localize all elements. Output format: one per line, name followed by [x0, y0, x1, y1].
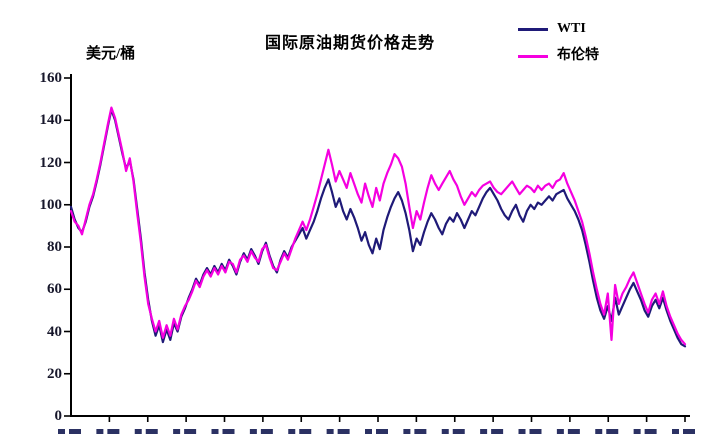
y-axis-unit-label: 美元/桶: [86, 46, 136, 62]
x-axis-label-stub: [376, 429, 388, 434]
legend-item-wti: WTI: [518, 21, 599, 37]
y-axis-tick-label: 120: [39, 154, 63, 171]
x-axis-label-stub: [633, 429, 641, 434]
y-axis-tick-label: 140: [39, 112, 63, 129]
y-axis-tick-label: 80: [47, 239, 62, 255]
x-axis-label-stub: [184, 429, 197, 434]
series-line-wti: [69, 108, 687, 348]
x-axis-label-stub: [211, 429, 219, 434]
x-axis-label-stub: [260, 429, 273, 434]
x-axis-label-stub: [299, 429, 312, 434]
x-axis-label-stub: [672, 429, 679, 434]
x-axis-label-stub: [134, 429, 142, 434]
x-axis-label-stub: [518, 429, 526, 434]
y-axis-tick-label: 60: [47, 281, 62, 298]
x-axis-label-stub: [644, 429, 657, 434]
x-axis-label-stub: [606, 429, 619, 434]
x-axis-label-stub: [414, 429, 427, 434]
x-axis-label-stub: [222, 429, 235, 434]
legend-label-brent: 布伦特: [557, 48, 599, 63]
x-axis-label-stub: [107, 429, 120, 434]
x-axis-label-stub: [556, 429, 564, 434]
x-axis-label-stub: [326, 429, 334, 434]
x-axis-label-stub: [403, 429, 411, 434]
x-axis-label-stub: [365, 429, 372, 434]
x-axis-label-stub: [567, 429, 580, 434]
legend: WTI 布伦特: [518, 21, 599, 64]
x-axis-label-stub: [249, 429, 257, 434]
legend-line-brent: [518, 54, 548, 58]
x-axis-label-stub: [480, 429, 488, 434]
x-axis-label-stub: [288, 429, 296, 434]
y-axis-tick-label: 20: [47, 365, 62, 382]
x-axis-label-stub: [173, 429, 181, 434]
x-axis-label-stub: [69, 429, 81, 434]
x-axis-label-stub: [96, 429, 104, 434]
x-axis-label-stub: [452, 429, 465, 434]
y-axis-tick-label: 160: [39, 70, 63, 86]
x-axis-label-stub: [337, 429, 350, 434]
x-axis-label-stub: [58, 429, 65, 434]
x-axis-label-stub: [529, 429, 542, 434]
legend-item-brent: 布伦特: [518, 48, 599, 64]
x-axis-label-stub: [145, 429, 158, 434]
legend-line-wti: [518, 27, 548, 31]
x-axis-label-stub: [595, 429, 603, 434]
x-axis-label-stub: [441, 429, 449, 434]
x-axis-label-stub: [683, 429, 695, 434]
y-axis-tick-label: 40: [47, 323, 62, 340]
x-axis-label-stub: [491, 429, 504, 434]
y-axis-tick-label: 100: [39, 196, 63, 213]
chart-title: 国际原油期货价格走势: [264, 35, 435, 52]
series-line-brent: [69, 106, 687, 346]
y-axis-tick-label: 0: [54, 408, 63, 424]
legend-label-wti: WTI: [557, 21, 586, 36]
